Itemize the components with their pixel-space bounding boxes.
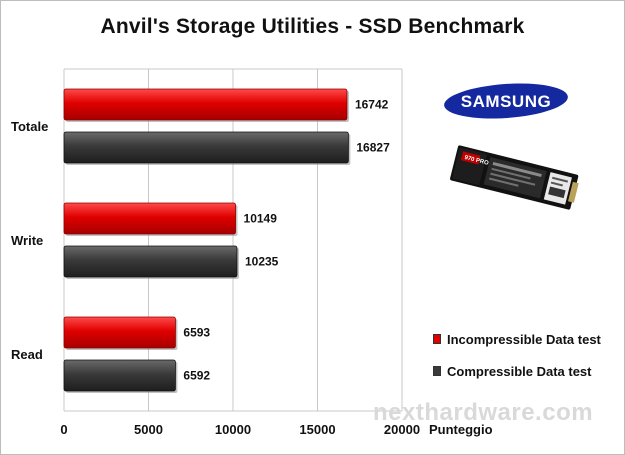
- category-label-read: Read: [11, 347, 43, 362]
- bar-totale-incompressible: [63, 88, 348, 121]
- bar-write-incompressible: [63, 202, 236, 235]
- x-axis-label: Punteggio: [429, 422, 493, 437]
- legend-swatch-red: [433, 334, 441, 344]
- watermark: nexthardware.com: [373, 399, 594, 426]
- legend-item-incompressible: Incompressible Data test: [433, 329, 601, 349]
- value-label-totale-0: 16742: [355, 98, 389, 112]
- legend-swatch-dark: [433, 366, 441, 376]
- labels: 0 5000 10000 15000 20000 Punteggio Totale 16742…: [11, 98, 493, 438]
- bars: [63, 88, 351, 393]
- bar-write-compressible: [63, 245, 238, 278]
- category-label-write: Write: [11, 233, 43, 248]
- value-label-totale-1: 16827: [356, 141, 390, 155]
- legend-label-incompressible: Incompressible Data test: [447, 331, 601, 347]
- legend: Incompressible Data test Compressible Da…: [433, 329, 601, 393]
- x-tick-label-1: 5000: [134, 422, 163, 437]
- bar-totale-compressible: [63, 131, 349, 164]
- ssd-image: 970 PRO: [450, 145, 579, 210]
- samsung-logo-text: SAMSUNG: [461, 92, 551, 111]
- value-label-write-0: 10149: [244, 212, 278, 226]
- value-label-write-1: 10235: [245, 255, 279, 269]
- x-tick-label-0: 0: [60, 422, 67, 437]
- x-tick-label-2: 10000: [215, 422, 251, 437]
- grid-lines: [63, 68, 403, 412]
- ssd-badge-text: 970 PRO: [464, 155, 490, 167]
- category-label-totale: Totale: [11, 119, 48, 134]
- legend-label-compressible: Compressible Data test: [447, 363, 592, 379]
- samsung-logo: SAMSUNG: [444, 83, 568, 119]
- x-tick-label-3: 15000: [299, 422, 335, 437]
- value-label-read-0: 6593: [183, 326, 210, 340]
- bar-read-incompressible: [63, 316, 176, 349]
- x-tick-label-4: 20000: [384, 422, 420, 437]
- legend-item-compressible: Compressible Data test: [433, 361, 601, 381]
- value-label-read-1: 6592: [183, 369, 210, 383]
- chart-title: Anvil's Storage Utilities - SSD Benchmar…: [100, 15, 525, 38]
- bar-read-compressible: [63, 359, 176, 392]
